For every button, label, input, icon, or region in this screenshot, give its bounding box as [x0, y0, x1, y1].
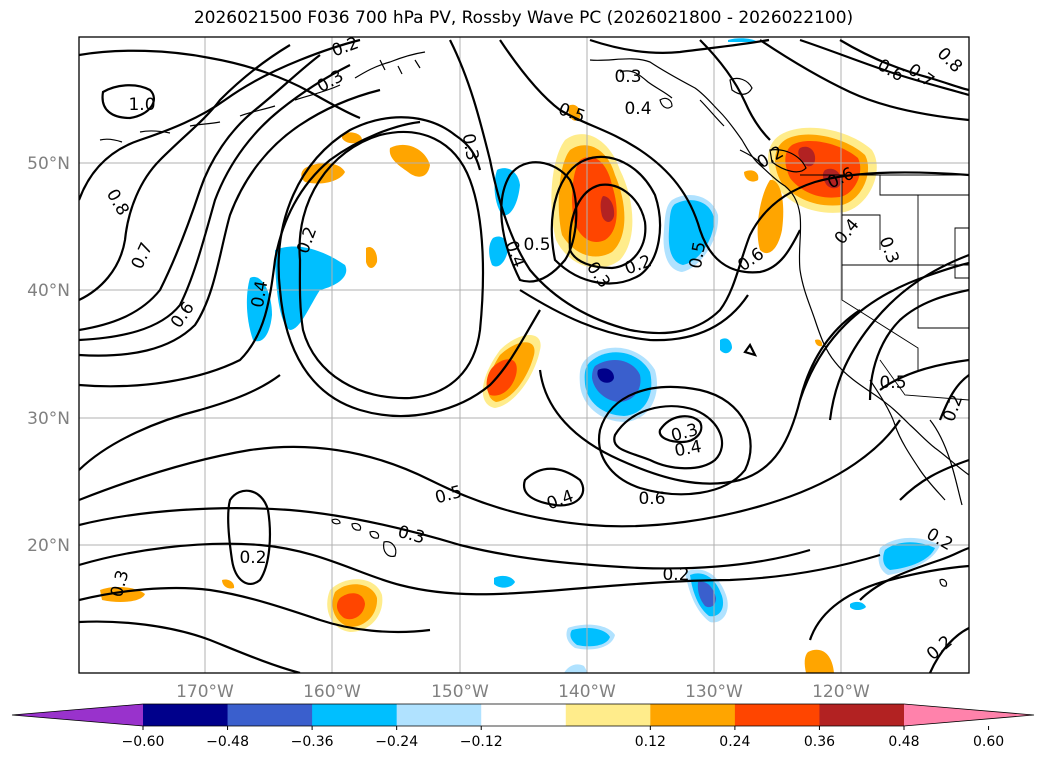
- colorbar-segment: [565, 704, 651, 726]
- contour-label: 1.0: [128, 95, 155, 115]
- colorbar-segment: [819, 704, 905, 726]
- colorbar-tick-label: −0.24: [375, 734, 418, 750]
- map-frame: [78, 36, 970, 674]
- colorbar-segment: [312, 704, 398, 726]
- colorbar-segment: [143, 704, 229, 726]
- colorbar-tick-label: 0.24: [719, 734, 750, 750]
- colorbar: −0.60 −0.48 −0.36 −0.24 −0.12 0.12 0.24 0.36 0.4…: [11, 703, 1035, 750]
- lon-label: 170°W: [176, 682, 234, 702]
- colorbar-extend-max: [904, 704, 1034, 726]
- lon-label: 120°W: [812, 682, 870, 702]
- contour-label: 0.5: [686, 240, 710, 270]
- colorbar-tick-label: −0.12: [460, 734, 503, 750]
- political-borders: [800, 174, 969, 401]
- contour-label: 0.6: [638, 489, 665, 509]
- colorbar-tick-label: 0.12: [635, 734, 666, 750]
- colorbar-tick-label: 0.48: [888, 734, 919, 750]
- colorbar-tick-label: −0.60: [122, 734, 165, 750]
- lat-label: 40°N: [27, 281, 70, 301]
- lon-label: 150°W: [431, 682, 489, 702]
- contour-label: 0.3: [458, 132, 482, 162]
- contour-label: 0.4: [248, 279, 272, 309]
- contour-label: 0.4: [624, 99, 651, 119]
- longitude-labels: 170°W 160°W 150°W 140°W 130°W 120°W: [176, 682, 870, 702]
- pv-contours: [79, 38, 969, 673]
- contour-label: 0.5: [879, 373, 906, 393]
- colorbar-tick-label: 0.36: [804, 734, 835, 750]
- colorbar-segment: [396, 704, 482, 726]
- map-content: 1.0 0.8 0.7 0.6 0.4 0.2 0.3 0.2 0.3 0.4 …: [79, 37, 969, 673]
- colorbar-extend-min: [12, 704, 143, 726]
- map-title: 2026021500 F036 700 hPa PV, Rossby Wave …: [193, 8, 854, 28]
- colorbar-tick-label: −0.48: [206, 734, 249, 750]
- lat-label: 30°N: [27, 409, 70, 429]
- lon-label: 140°W: [558, 682, 616, 702]
- negative-anomaly-shading: [246, 38, 940, 673]
- latitude-labels: 50°N 40°N 30°N 20°N: [27, 154, 70, 556]
- contour-label: 0.3: [614, 67, 641, 87]
- lon-label: 160°W: [303, 682, 361, 702]
- contour-label: 0.2: [662, 565, 689, 585]
- colorbar-segment: [734, 704, 820, 726]
- colorbar-segment: [481, 704, 567, 726]
- colorbar-tick-label: 0.60: [973, 734, 1004, 750]
- lat-label: 20°N: [27, 536, 70, 556]
- lat-label: 50°N: [27, 154, 70, 174]
- contour-label: 0.5: [523, 235, 550, 255]
- colorbar-segment: [227, 704, 313, 726]
- coastlines: [99, 51, 969, 587]
- colorbar-tick-label: −0.36: [291, 734, 334, 750]
- contour-label: 0.2: [239, 548, 266, 568]
- lon-label: 130°W: [685, 682, 743, 702]
- colorbar-segment: [650, 704, 736, 726]
- contour-label: 0.4: [673, 437, 703, 461]
